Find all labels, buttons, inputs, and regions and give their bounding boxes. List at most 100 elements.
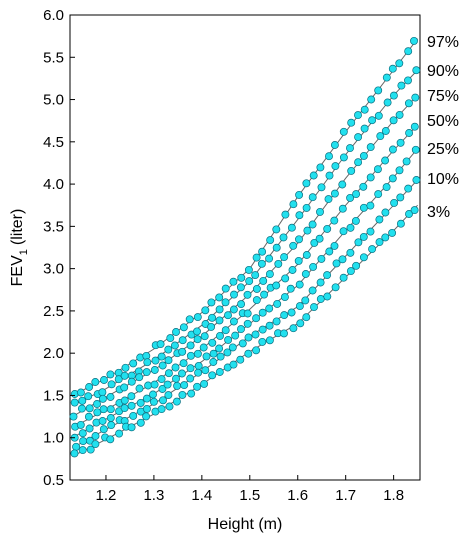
y-axis-title-unit: (liter): [9, 209, 26, 245]
data-point: [308, 286, 317, 295]
data-point: [149, 397, 158, 406]
data-point: [216, 352, 225, 361]
data-point: [258, 308, 267, 317]
data-point: [78, 429, 87, 438]
data-point: [316, 163, 325, 172]
data-point: [301, 270, 310, 278]
data-point: [157, 352, 166, 361]
y-tick-label: 1.0: [43, 430, 64, 447]
data-point: [170, 341, 179, 350]
data-point: [91, 432, 100, 440]
data-point: [99, 405, 108, 414]
data-point: [243, 290, 252, 299]
data-point: [287, 223, 296, 232]
data-point: [295, 280, 304, 289]
data-point: [150, 366, 159, 374]
data-point: [308, 220, 317, 229]
data-point: [70, 398, 79, 407]
data-point: [127, 423, 136, 432]
data-point: [376, 132, 385, 141]
data-point: [106, 370, 115, 379]
data-point: [295, 190, 304, 199]
data-point: [142, 404, 151, 413]
data-point: [383, 98, 392, 107]
x-tick-label: 1.4: [191, 487, 212, 504]
data-point: [237, 273, 246, 282]
data-point: [295, 211, 304, 220]
data-point: [237, 300, 246, 309]
data-point: [266, 236, 275, 245]
data-point: [136, 398, 145, 407]
data-point: [193, 335, 202, 344]
data-point: [106, 435, 115, 444]
data-point: [216, 331, 224, 340]
data-point: [229, 305, 238, 314]
data-point: [107, 421, 116, 430]
data-point: [215, 316, 224, 325]
data-point: [86, 445, 95, 454]
data-point: [143, 358, 152, 367]
data-point: [193, 313, 202, 322]
data-point: [215, 368, 224, 376]
data-point: [412, 66, 421, 75]
data-point: [142, 412, 151, 421]
data-point: [193, 327, 201, 336]
data-point: [280, 253, 289, 262]
data-point: [194, 368, 203, 377]
y-tick-label: 0.5: [43, 472, 64, 489]
data-point: [310, 303, 318, 312]
data-point: [229, 360, 238, 369]
data-point: [208, 338, 217, 347]
data-point: [368, 245, 377, 254]
data-point: [72, 442, 81, 451]
data-point: [302, 251, 311, 259]
data-point: [366, 143, 375, 152]
data-point: [150, 380, 159, 389]
data-point: [78, 446, 87, 455]
data-point: [144, 381, 153, 390]
data-point: [388, 145, 397, 154]
data-point: [76, 388, 85, 397]
data-point: [98, 388, 107, 397]
data-point: [178, 369, 186, 378]
data-point: [252, 253, 261, 262]
data-point: [120, 404, 129, 413]
y-axis-ticks: 0.5 1.0 1.5 2.0 2.5 3.0 3.5 4.0 4.5 5.0 5.5 6.0: [43, 7, 75, 489]
data-point: [411, 93, 420, 102]
data-point: [70, 449, 79, 458]
data-point: [186, 374, 195, 383]
data-point: [149, 390, 157, 399]
data-point: [388, 228, 397, 237]
data-point: [202, 352, 211, 361]
percentile-label: 25%: [427, 141, 459, 158]
data-point: [252, 296, 261, 305]
data-point: [359, 203, 368, 212]
data-point: [331, 283, 340, 292]
data-point: [381, 233, 390, 242]
data-point: [410, 122, 419, 131]
data-point: [396, 138, 405, 147]
data-point: [91, 440, 100, 449]
data-point: [221, 298, 230, 307]
data-point: [382, 73, 391, 82]
percentile-label: 97%: [427, 34, 459, 51]
data-point: [193, 349, 202, 358]
data-point: [316, 278, 325, 287]
data-point: [120, 383, 129, 392]
data-point: [289, 241, 298, 250]
data-point: [215, 293, 224, 302]
data-point: [127, 392, 136, 401]
data-point: [244, 349, 253, 358]
data-point: [100, 376, 108, 384]
data-point: [79, 437, 88, 446]
data-point: [106, 405, 115, 414]
data-point: [252, 346, 261, 355]
data-point: [404, 99, 413, 108]
data-point: [374, 86, 383, 95]
x-tick-label: 1.6: [287, 487, 308, 504]
data-point: [381, 208, 390, 217]
data-point: [346, 193, 355, 202]
data-point: [200, 332, 209, 341]
data-point: [201, 306, 210, 315]
data-point: [159, 396, 167, 405]
